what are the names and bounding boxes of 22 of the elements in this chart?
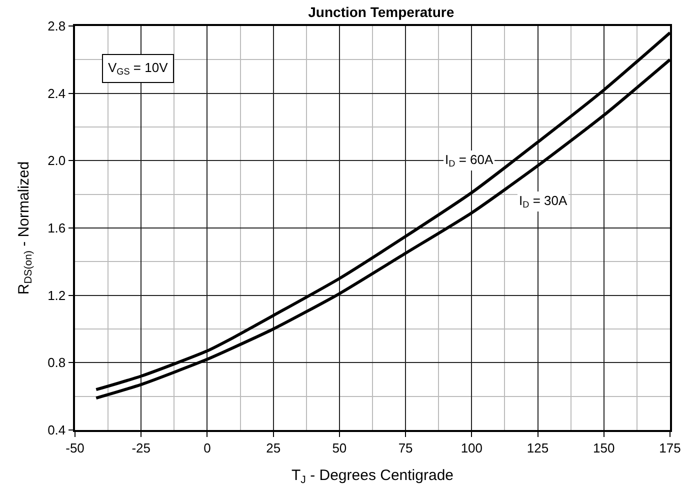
x-tick-label: 0	[204, 440, 211, 456]
annotation: V$_{GS}$ = 10V	[108, 60, 168, 77]
x-tick-label: 50	[332, 440, 347, 456]
x-tick-label: 100	[460, 440, 483, 456]
y-tick-label: 0.8	[48, 355, 66, 370]
chart-title: Junction Temperature	[308, 4, 454, 20]
x-axis-title: T$_{J}$ - Degrees Centigrade	[292, 466, 454, 486]
x-tick-label: 175	[659, 440, 681, 456]
y-tick-label: 0.4	[48, 422, 66, 438]
x-tick-label: 75	[398, 440, 413, 456]
y-tick-label: 2.4	[48, 86, 66, 101]
x-tick-label: -50	[66, 440, 84, 456]
y-tick-label: 2.0	[48, 153, 66, 168]
series-label: I$_{D}$ = 30A	[519, 193, 568, 210]
y-tick-label: 1.2	[48, 288, 66, 303]
series-label: I$_{D}$ = 60A	[445, 152, 494, 169]
y-tick-label: 2.8	[48, 18, 66, 34]
x-tick-label: -25	[132, 440, 151, 456]
x-tick-label: 125	[526, 440, 549, 456]
y-tick-label: 1.6	[48, 220, 66, 236]
x-tick-label: 150	[593, 440, 615, 456]
x-tick-label: 25	[266, 440, 281, 456]
